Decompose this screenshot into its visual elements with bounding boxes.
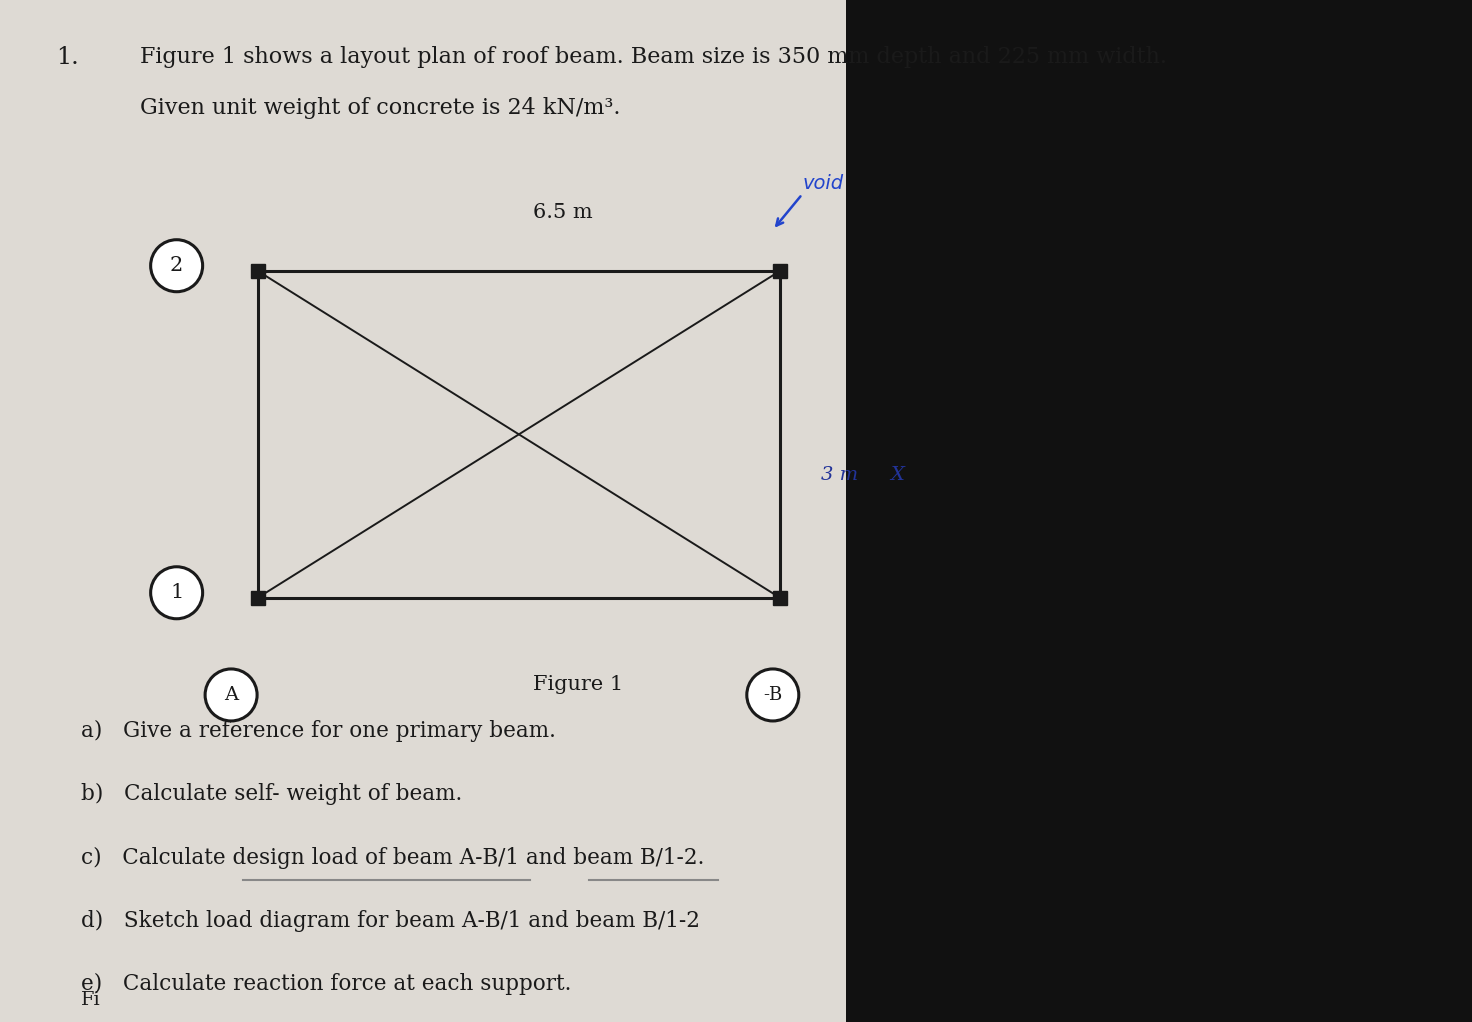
Circle shape — [205, 669, 258, 721]
Circle shape — [150, 567, 203, 618]
Text: Given unit weight of concrete is 24 kN/m³.: Given unit weight of concrete is 24 kN/m… — [140, 97, 620, 120]
Text: X: X — [891, 466, 904, 484]
Bar — [773, 264, 788, 278]
Text: b)   Calculate self- weight of beam.: b) Calculate self- weight of beam. — [81, 783, 462, 805]
Bar — [846, 0, 1472, 1022]
Text: d)   Sketch load diagram for beam A-B/1 and beam B/1-2: d) Sketch load diagram for beam A-B/1 an… — [81, 910, 701, 932]
Text: 6.5 m: 6.5 m — [533, 202, 593, 222]
Text: 1.: 1. — [56, 46, 78, 69]
Circle shape — [746, 669, 799, 721]
Text: void: void — [802, 175, 843, 193]
Text: a)   Give a reference for one primary beam.: a) Give a reference for one primary beam… — [81, 719, 556, 742]
Text: e)   Calculate reaction force at each support.: e) Calculate reaction force at each supp… — [81, 973, 571, 995]
Bar — [250, 591, 265, 605]
Text: -B: -B — [762, 686, 783, 704]
Text: A: A — [224, 686, 238, 704]
Text: 3 m: 3 m — [821, 466, 858, 484]
Text: Figure 1: Figure 1 — [533, 676, 623, 694]
Text: 2: 2 — [169, 257, 184, 275]
Circle shape — [150, 240, 203, 291]
Text: Figure 1 shows a layout plan of roof beam. Beam size is 350 mm depth and 225 mm : Figure 1 shows a layout plan of roof bea… — [140, 46, 1167, 68]
Text: 1: 1 — [169, 584, 184, 602]
Bar — [250, 264, 265, 278]
Text: c)   Calculate design load of beam A-B/1 and beam B/1-2.: c) Calculate design load of beam A-B/1 a… — [81, 846, 704, 869]
Bar — [773, 591, 788, 605]
Text: Fi: Fi — [81, 990, 100, 1009]
